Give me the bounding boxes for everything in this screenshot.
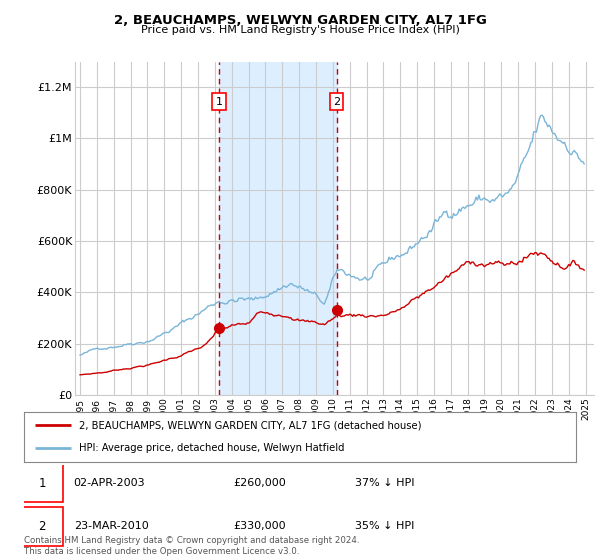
Text: 2: 2 (333, 96, 340, 106)
FancyBboxPatch shape (21, 464, 62, 502)
Text: 23-MAR-2010: 23-MAR-2010 (74, 521, 148, 531)
FancyBboxPatch shape (21, 507, 62, 545)
Text: £260,000: £260,000 (234, 478, 287, 488)
Text: £330,000: £330,000 (234, 521, 286, 531)
Text: 02-APR-2003: 02-APR-2003 (74, 478, 145, 488)
Text: 2, BEAUCHAMPS, WELWYN GARDEN CITY, AL7 1FG (detached house): 2, BEAUCHAMPS, WELWYN GARDEN CITY, AL7 1… (79, 420, 422, 430)
Text: Price paid vs. HM Land Registry's House Price Index (HPI): Price paid vs. HM Land Registry's House … (140, 25, 460, 35)
Text: Contains HM Land Registry data © Crown copyright and database right 2024.
This d: Contains HM Land Registry data © Crown c… (24, 536, 359, 556)
Text: HPI: Average price, detached house, Welwyn Hatfield: HPI: Average price, detached house, Welw… (79, 444, 344, 454)
Text: 1: 1 (215, 96, 223, 106)
Text: 37% ↓ HPI: 37% ↓ HPI (355, 478, 415, 488)
Bar (219, 62, 337, 395)
Text: 35% ↓ HPI: 35% ↓ HPI (355, 521, 415, 531)
Text: 2, BEAUCHAMPS, WELWYN GARDEN CITY, AL7 1FG: 2, BEAUCHAMPS, WELWYN GARDEN CITY, AL7 1… (113, 14, 487, 27)
Text: 2: 2 (38, 520, 46, 533)
Text: 1: 1 (38, 477, 46, 489)
